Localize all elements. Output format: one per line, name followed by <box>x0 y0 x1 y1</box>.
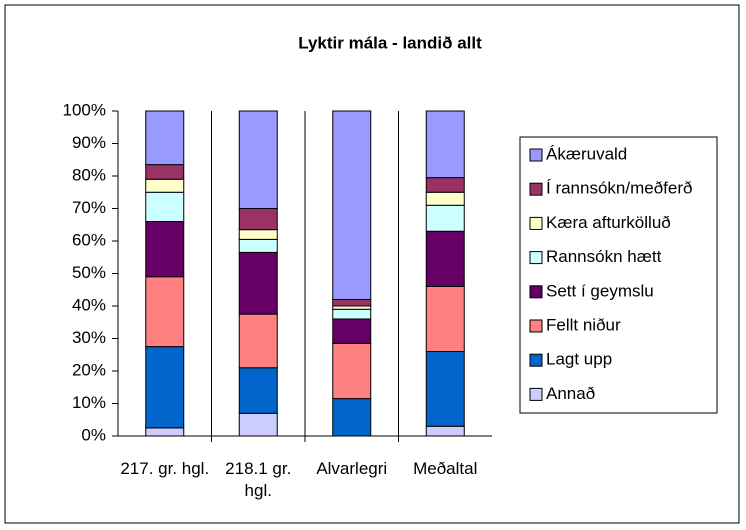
y-tick-label: 50% <box>72 263 106 282</box>
legend-swatch <box>529 353 543 367</box>
bar-segment <box>238 367 278 414</box>
legend-swatch <box>529 285 543 299</box>
bar-segment <box>425 177 465 193</box>
x-tick-label: Alvarlegri <box>316 459 388 478</box>
bar-segment <box>332 318 372 344</box>
bar-segment <box>425 204 465 232</box>
legend-box <box>519 136 718 414</box>
legend-label: Fellt niður <box>546 315 621 334</box>
bar-segment <box>145 178 185 193</box>
bar-segment <box>425 191 465 206</box>
bar-segment <box>332 398 372 437</box>
legend-swatch <box>529 387 543 401</box>
bar-segment <box>145 110 185 166</box>
y-tick-label: 60% <box>72 230 106 249</box>
bar-segment <box>425 286 465 352</box>
y-tick-label: 40% <box>72 295 106 314</box>
bar-segment <box>145 427 185 437</box>
bar-segment <box>145 221 185 278</box>
bar-segment <box>238 229 278 240</box>
bar-segment <box>238 208 278 231</box>
y-tick-label: 30% <box>72 328 106 347</box>
y-tick-label: 80% <box>72 165 106 184</box>
x-tick-label: 217. gr. hgl. <box>120 459 210 478</box>
legend-label: Ákæruvald <box>546 144 627 163</box>
legend-label: Kæra afturkölluð <box>546 213 671 232</box>
legend-label: Rannsókn hætt <box>546 247 662 266</box>
y-tick-label: 0% <box>81 425 106 444</box>
bar-segment <box>145 346 185 429</box>
bar-segment <box>332 308 372 320</box>
x-tick-label: Meðaltal <box>413 459 478 478</box>
legend-swatch <box>529 148 543 162</box>
bar-segment <box>238 238 278 253</box>
y-tick-label: 90% <box>72 133 106 152</box>
x-tick-label: 218.1 gr. hgl. <box>225 459 292 500</box>
legend-swatch <box>529 182 543 196</box>
legend-swatch <box>529 251 543 265</box>
legend-label: Sett í geymslu <box>546 281 654 300</box>
bar-segment <box>425 230 465 287</box>
y-tick-label: 20% <box>72 360 106 379</box>
bar-segment <box>145 276 185 348</box>
bar-segment <box>238 313 278 369</box>
y-tick-label: 10% <box>72 393 106 412</box>
bar-segment <box>425 110 465 179</box>
legend-swatch <box>529 319 543 333</box>
bar-segment <box>238 110 278 209</box>
legend-label: Lagt upp <box>546 350 612 369</box>
bar-segment <box>425 351 465 427</box>
bar-segment <box>332 299 372 307</box>
legend-label: Annað <box>546 384 595 403</box>
bar-segment <box>145 191 185 222</box>
bar-segment <box>145 164 185 180</box>
legend-swatch <box>529 216 543 230</box>
bar-segment <box>238 412 278 437</box>
legend-label: Í rannsókn/meðferð <box>546 179 692 198</box>
chart-title: Lyktir mála - landið allt <box>298 33 482 52</box>
y-tick-label: 100% <box>63 100 106 119</box>
y-tick-label: 70% <box>72 198 106 217</box>
bar-segment <box>238 251 278 315</box>
bar-segment <box>425 425 465 437</box>
bar-segment <box>332 110 372 300</box>
bar-segment <box>332 342 372 400</box>
